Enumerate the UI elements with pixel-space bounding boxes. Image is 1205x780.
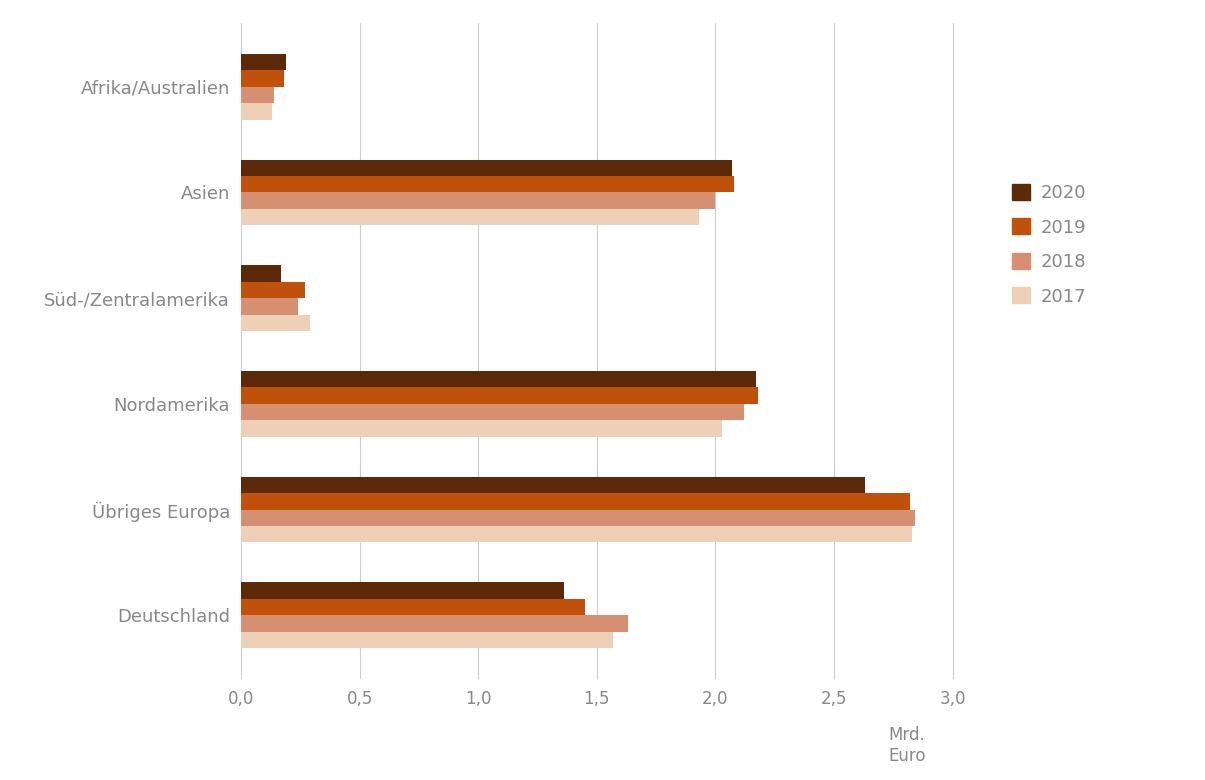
Bar — [241, 583, 564, 599]
Bar — [241, 160, 731, 176]
Bar — [241, 526, 912, 542]
Bar — [241, 615, 628, 632]
Bar — [241, 209, 699, 225]
Bar — [241, 70, 283, 87]
Bar — [241, 599, 584, 615]
Bar — [241, 420, 723, 437]
Bar — [241, 388, 758, 404]
Bar — [241, 87, 275, 103]
Bar — [241, 282, 305, 298]
Bar — [241, 477, 865, 493]
Bar — [241, 509, 915, 526]
Bar — [241, 371, 756, 388]
Bar — [241, 314, 310, 331]
Bar — [241, 103, 272, 119]
Bar — [241, 298, 298, 314]
Bar — [241, 54, 286, 70]
Text: Mrd.
Euro: Mrd. Euro — [888, 726, 925, 765]
Bar — [241, 493, 910, 509]
Bar — [241, 632, 613, 648]
Legend: 2020, 2019, 2018, 2017: 2020, 2019, 2018, 2017 — [1005, 176, 1094, 313]
Bar — [241, 193, 716, 209]
Bar — [241, 176, 734, 193]
Bar — [241, 404, 743, 420]
Bar — [241, 265, 281, 282]
